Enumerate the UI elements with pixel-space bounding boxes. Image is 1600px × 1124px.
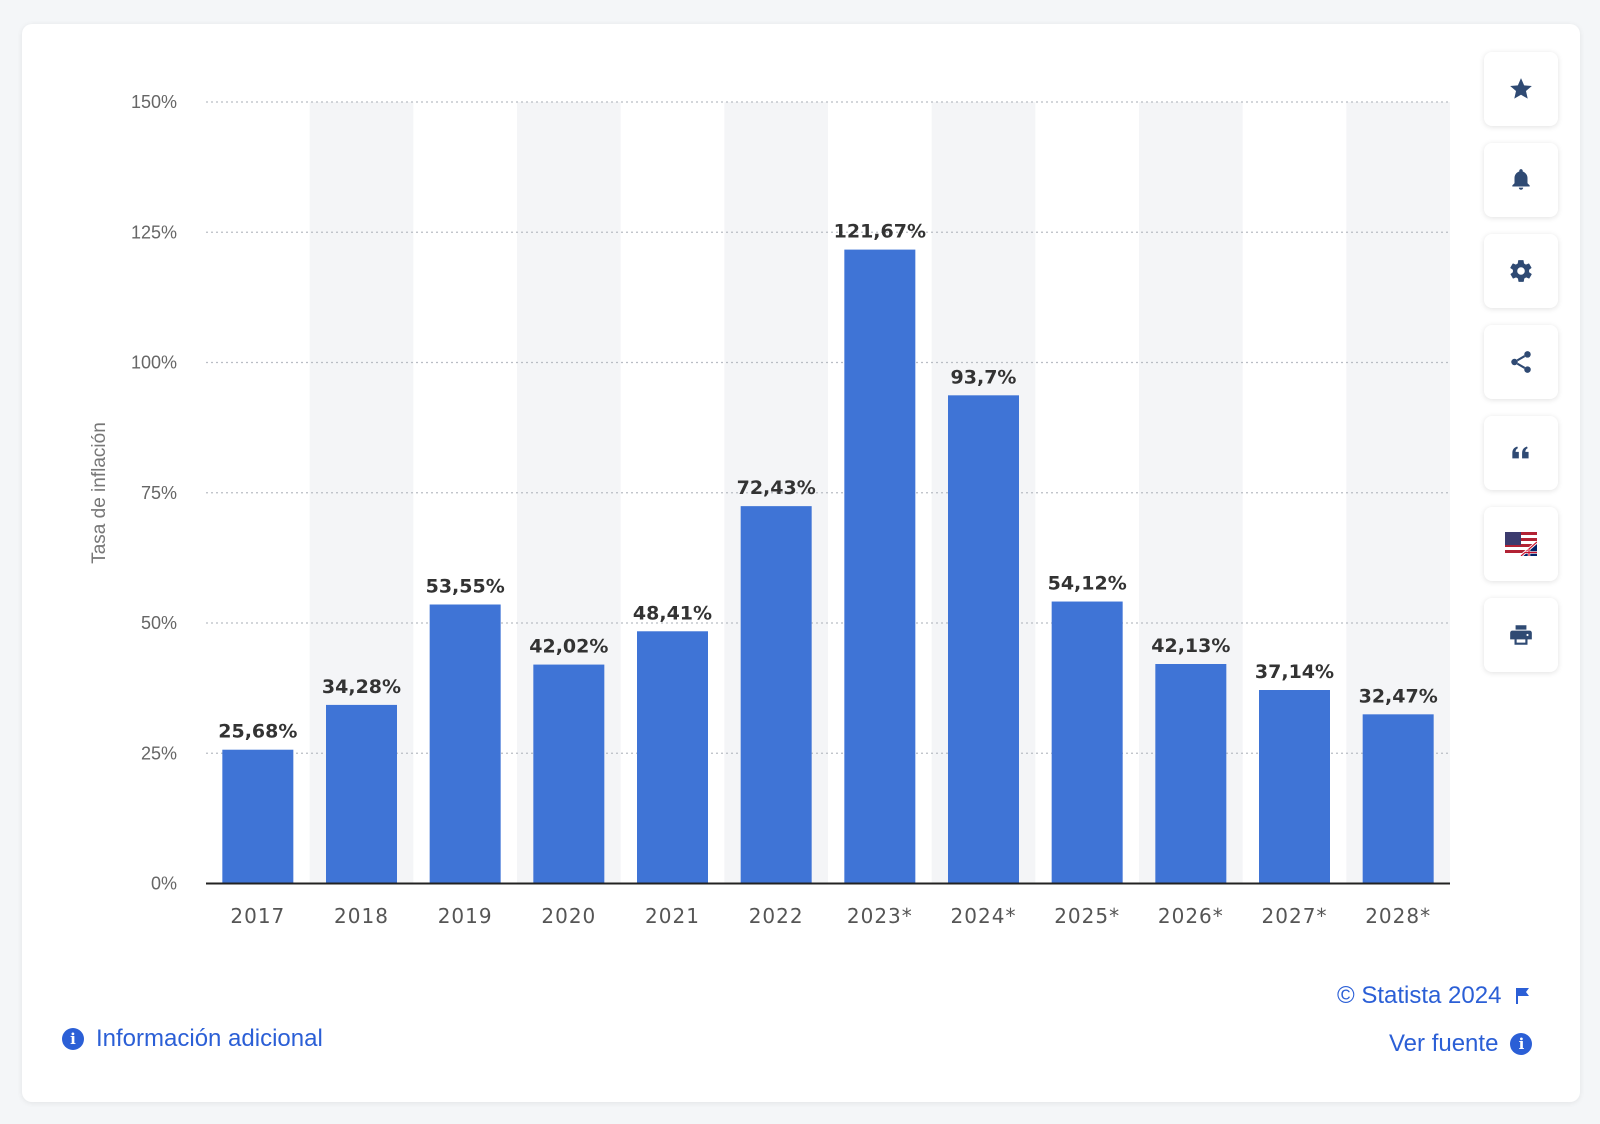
bar[interactable] [948,395,1019,884]
bar[interactable] [740,506,812,884]
copyright-link[interactable]: © Statista 2024 [1337,982,1531,1010]
x-tick-label: 2026* [1158,904,1224,928]
bar[interactable] [429,604,501,884]
info-link[interactable]: i Información adicional [62,1025,323,1053]
y-tick-label: 75% [141,483,177,503]
data-label: 121,67% [834,221,926,243]
x-tick-label: 2023* [847,904,913,928]
print-button[interactable] [1484,598,1558,672]
data-label: 37,14% [1255,661,1334,683]
data-label: 48,41% [633,602,712,624]
chart-gridlines [206,101,1450,754]
share-button[interactable] [1484,325,1558,399]
x-tick-label: 2017 [230,904,285,928]
bar[interactable] [1155,664,1227,884]
x-tick-label: 2028* [1365,904,1431,928]
x-tick-label: 2018 [334,904,389,928]
data-label: 32,47% [1359,685,1438,707]
bar[interactable] [1259,690,1330,884]
settings-button[interactable] [1484,234,1558,308]
bar[interactable] [326,704,397,884]
y-tick-label: 25% [141,743,177,763]
print-icon [1508,622,1534,648]
favorite-button[interactable] [1484,52,1558,126]
bar[interactable] [1051,601,1123,884]
language-button[interactable] [1484,507,1558,581]
quote-icon [1508,440,1534,466]
bar[interactable] [1362,714,1434,884]
y-tick-label: 125% [131,222,177,242]
copyright-label: © Statista 2024 [1337,982,1502,1009]
y-tick-label: 0% [151,874,177,894]
data-label: 42,13% [1151,635,1230,657]
bell-icon [1508,167,1534,193]
y-tick-label: 50% [141,613,177,633]
data-label: 53,55% [426,576,505,598]
value-labels: 25,68% 34,28% 53,55% 42,02% 48,41% 72,43% 121,… [218,221,1437,743]
x-tick-label: 2021 [645,904,700,928]
source-info-icon: i [1510,1033,1533,1055]
info-icon: i [62,1028,84,1050]
source-link[interactable]: Ver fuente i [1389,1030,1533,1058]
chart-bars [222,249,1434,884]
data-label: 25,68% [218,721,297,743]
bar[interactable] [844,249,916,884]
flag-icon [1505,532,1537,556]
y-axis-label: Tasa de inflación [89,422,110,564]
bar[interactable] [533,664,605,884]
share-icon [1508,349,1534,375]
x-axis-ticks: 2017 2018 2019 2020 2021 2022 2023* 2024* 2025* 2… [230,904,1431,928]
x-tick-label: 2019 [438,904,493,928]
x-tick-label: 2025* [1054,904,1120,928]
y-tick-label: 100% [131,353,177,373]
y-tick-label: 150% [131,92,177,112]
info-link-label: Información adicional [96,1025,323,1052]
data-label: 34,28% [322,676,401,698]
x-tick-label: 2020 [541,904,596,928]
cite-button[interactable] [1484,416,1558,490]
source-link-label: Ver fuente [1389,1030,1499,1057]
bar[interactable] [222,749,294,884]
data-label: 42,02% [529,636,608,658]
data-label: 72,43% [737,477,816,499]
bar[interactable] [637,631,708,884]
gear-icon [1508,258,1534,284]
data-label: 54,12% [1048,573,1127,595]
star-icon [1508,76,1534,102]
notification-button[interactable] [1484,143,1558,217]
x-tick-label: 2024* [951,904,1017,928]
data-label: 93,7% [951,366,1017,388]
x-tick-label: 2022 [749,904,804,928]
y-axis-ticks: 0% 25% 50% 75% 100% 125% 150% [131,92,177,894]
flag-report-icon [1515,987,1531,1005]
x-tick-label: 2027* [1262,904,1328,928]
